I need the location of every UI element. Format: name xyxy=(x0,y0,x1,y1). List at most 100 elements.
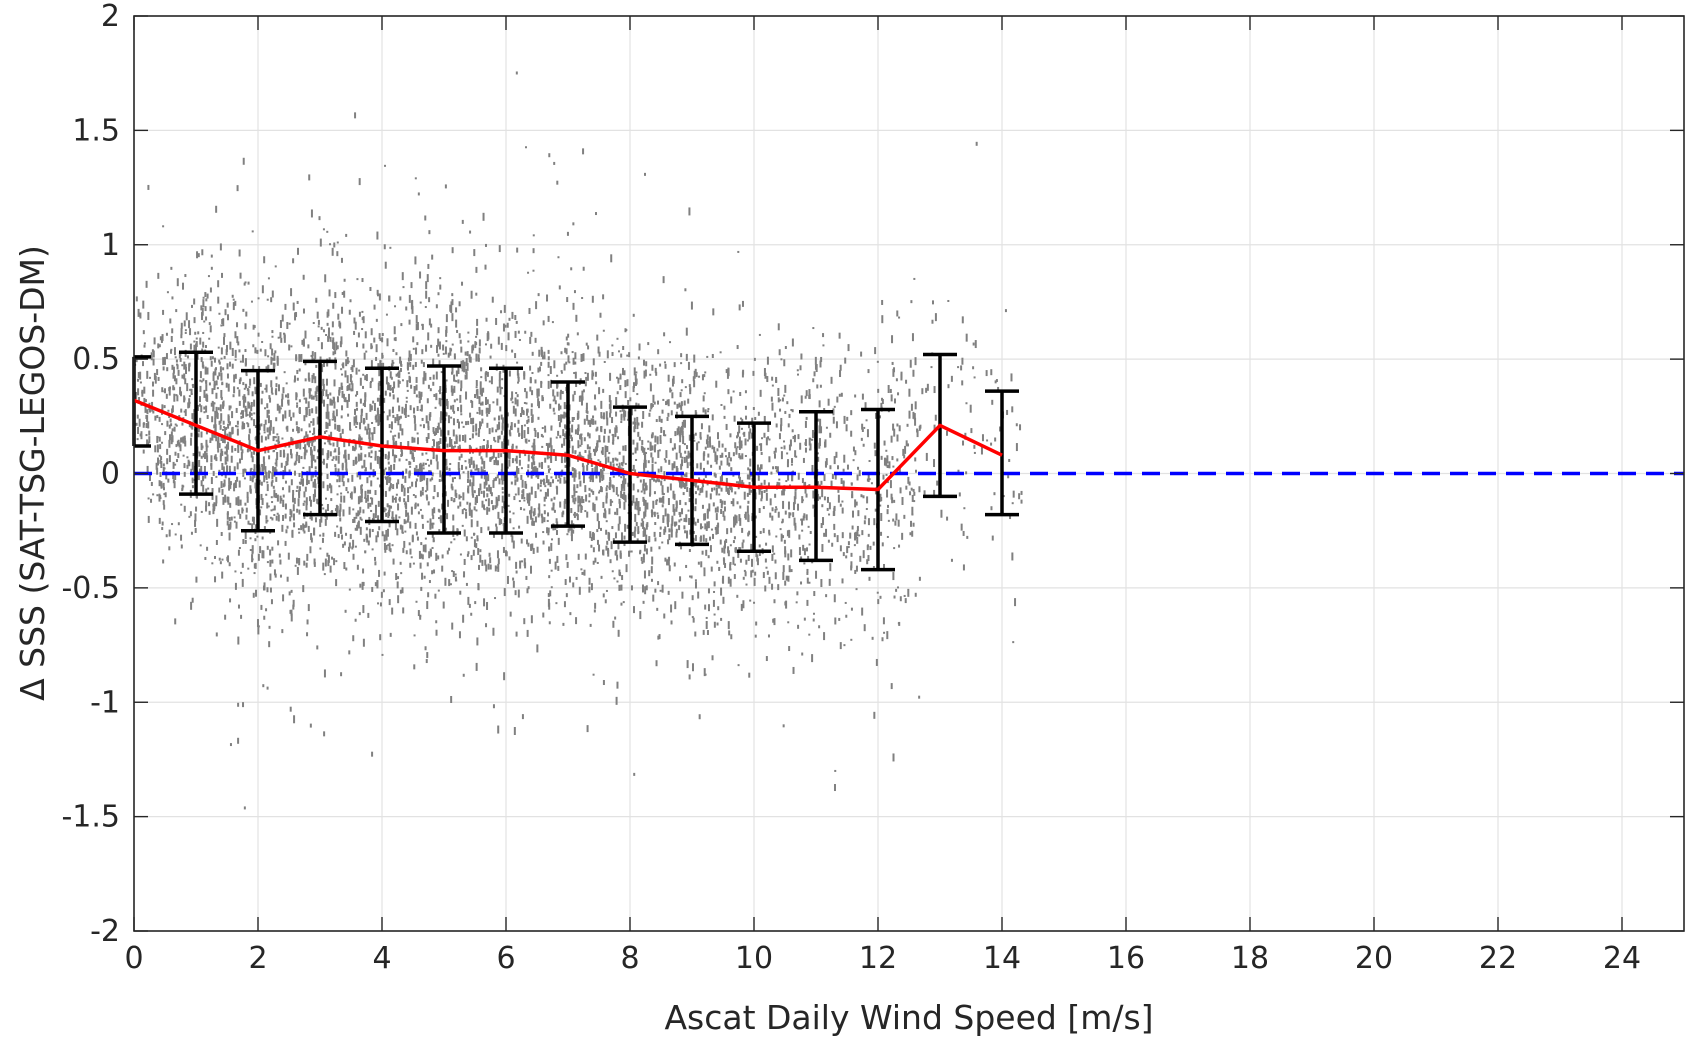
scatter-point xyxy=(379,602,382,607)
scatter-point xyxy=(612,538,615,542)
scatter-point xyxy=(537,401,540,409)
scatter-point xyxy=(376,579,379,587)
scatter-point xyxy=(176,440,179,446)
scatter-point xyxy=(455,319,458,328)
scatter-point xyxy=(290,453,293,459)
scatter-point xyxy=(614,511,617,515)
scatter-point xyxy=(272,436,275,442)
scatter-point xyxy=(825,594,828,598)
scatter-point xyxy=(269,549,272,556)
scatter-point xyxy=(203,320,206,323)
scatter-point xyxy=(472,475,475,481)
scatter-point xyxy=(220,481,223,489)
scatter-point xyxy=(823,474,826,482)
scatter-point xyxy=(422,362,425,368)
scatter-point xyxy=(426,652,429,659)
scatter-point xyxy=(486,413,489,417)
scatter-point xyxy=(530,544,533,551)
scatter-point xyxy=(740,481,743,486)
scatter-point xyxy=(768,532,771,536)
scatter-point xyxy=(329,392,332,396)
scatter-point xyxy=(585,376,588,381)
scatter-point xyxy=(490,458,493,461)
scatter-point xyxy=(367,423,370,430)
scatter-point xyxy=(843,415,846,424)
scatter-point xyxy=(857,510,860,517)
scatter-point xyxy=(319,547,322,550)
scatter-point xyxy=(214,410,217,419)
scatter-point xyxy=(300,353,303,362)
scatter-point xyxy=(653,531,656,537)
scatter-point xyxy=(310,537,313,543)
scatter-point xyxy=(777,584,780,591)
scatter-point xyxy=(355,401,358,407)
scatter-point xyxy=(581,463,584,468)
scatter-point xyxy=(531,390,534,396)
scatter-point xyxy=(307,604,310,612)
scatter-point xyxy=(221,318,224,324)
scatter-point xyxy=(970,428,973,434)
scatter-point xyxy=(612,457,615,463)
scatter-point xyxy=(378,293,381,301)
scatter-point xyxy=(626,418,629,421)
scatter-point xyxy=(285,529,288,534)
scatter-point xyxy=(515,470,518,478)
scatter-point xyxy=(265,515,268,520)
scatter-point xyxy=(694,410,697,417)
scatter-point xyxy=(481,500,484,508)
scatter-point xyxy=(482,212,485,221)
scatter-point xyxy=(495,503,498,508)
scatter-point xyxy=(836,396,839,403)
scatter-point xyxy=(495,496,498,504)
scatter-point xyxy=(579,480,582,487)
scatter-point xyxy=(313,445,316,450)
scatter-point xyxy=(303,452,306,460)
scatter-point xyxy=(651,445,654,451)
scatter-point xyxy=(803,548,806,556)
scatter-point xyxy=(220,396,223,400)
scatter-point xyxy=(351,474,354,482)
scatter-point xyxy=(421,554,424,560)
scatter-point xyxy=(668,556,671,561)
scatter-point xyxy=(780,358,783,361)
scatter-point xyxy=(817,493,820,501)
scatter-point xyxy=(357,510,360,517)
scatter-point xyxy=(712,502,715,507)
scatter-point xyxy=(321,503,324,506)
scatter-point xyxy=(469,502,472,506)
scatter-point xyxy=(168,529,171,537)
scatter-point xyxy=(342,509,345,517)
scatter-point xyxy=(263,615,266,620)
scatter-point xyxy=(461,464,464,470)
scatter-point xyxy=(599,474,602,483)
scatter-point xyxy=(553,496,556,500)
scatter-point xyxy=(478,428,481,434)
scatter-point xyxy=(512,527,515,530)
scatter-point xyxy=(347,453,350,460)
scatter-point xyxy=(825,528,828,537)
scatter-point xyxy=(325,514,328,520)
scatter-point xyxy=(342,543,345,548)
scatter-point xyxy=(306,440,309,446)
scatter-point xyxy=(635,497,638,506)
scatter-point xyxy=(474,468,477,471)
scatter-point xyxy=(855,565,858,572)
scatter-point xyxy=(659,526,662,530)
scatter-point xyxy=(461,509,464,515)
scatter-point xyxy=(273,362,276,367)
scatter-point xyxy=(311,351,314,357)
scatter-point xyxy=(556,374,559,377)
scatter-point xyxy=(567,342,570,346)
scatter-point xyxy=(587,419,590,425)
scatter-point xyxy=(616,580,619,583)
scatter-point xyxy=(238,389,241,397)
scatter-point xyxy=(688,384,691,388)
scatter-point xyxy=(264,419,267,425)
scatter-point xyxy=(137,426,140,434)
scatter-point xyxy=(325,411,328,419)
scatter-point xyxy=(344,370,347,378)
scatter-point xyxy=(804,395,807,399)
scatter-point xyxy=(383,397,386,403)
scatter-point xyxy=(699,436,702,440)
scatter-point xyxy=(543,517,546,523)
